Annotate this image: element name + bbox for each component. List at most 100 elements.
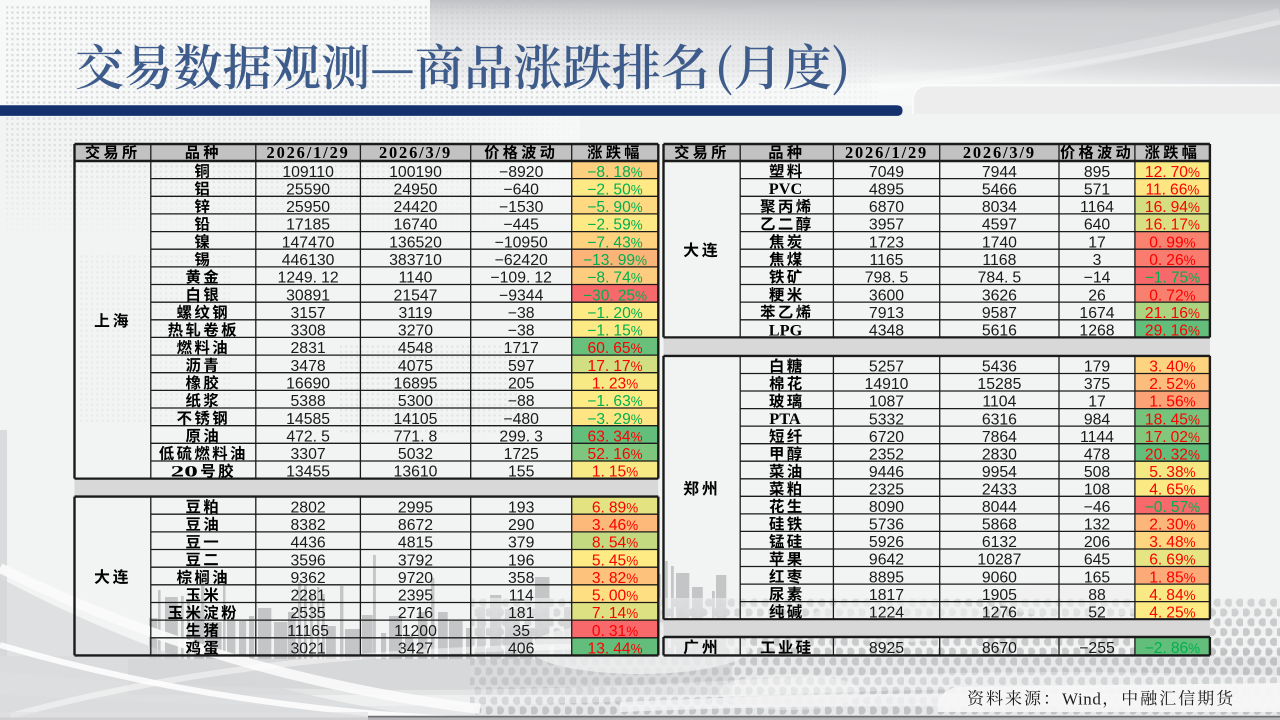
svg-text:24950: 24950	[394, 181, 438, 198]
svg-text:−10950: −10950	[495, 234, 548, 251]
svg-text:5436: 5436	[982, 359, 1017, 376]
svg-text:PVC: PVC	[769, 179, 802, 198]
svg-text:2716: 2716	[398, 605, 433, 622]
svg-text:−255: −255	[1079, 640, 1115, 657]
svg-text:4597: 4597	[982, 217, 1017, 234]
svg-text:3596: 3596	[291, 552, 326, 569]
svg-text:181: 181	[508, 605, 535, 622]
svg-text:18.45%: 18. 45%	[1145, 411, 1200, 428]
svg-text:571: 571	[1084, 181, 1111, 198]
svg-text:−2.50%: −2. 50%	[587, 181, 642, 198]
svg-text:3626: 3626	[982, 287, 1017, 304]
svg-text:15285: 15285	[977, 376, 1021, 393]
svg-text:24420: 24420	[394, 199, 438, 216]
svg-text:16740: 16740	[394, 217, 438, 234]
svg-text:−1.63%: −1. 63%	[587, 393, 642, 410]
svg-text:1144: 1144	[1080, 429, 1114, 446]
svg-text:206: 206	[1084, 534, 1111, 551]
svg-text:1723: 1723	[869, 234, 904, 251]
svg-text:1104: 1104	[982, 394, 1016, 411]
svg-text:−1.20%: −1. 20%	[587, 305, 642, 322]
svg-text:984: 984	[1084, 411, 1111, 428]
svg-text:−480: −480	[503, 411, 539, 428]
svg-text:30891: 30891	[286, 287, 330, 304]
svg-text:5736: 5736	[869, 517, 904, 534]
svg-text:2535: 2535	[291, 605, 326, 622]
svg-text:25950: 25950	[286, 199, 330, 216]
svg-text:2026/1/29: 2026/1/29	[845, 143, 928, 162]
svg-text:193: 193	[508, 499, 535, 516]
svg-text:2395: 2395	[398, 588, 433, 605]
svg-text:−1.75%: −1. 75%	[1145, 270, 1200, 287]
svg-text:2.30%: 2. 30%	[1149, 517, 1195, 534]
svg-text:6870: 6870	[869, 199, 904, 216]
svg-text:−8.74%: −8. 74%	[587, 270, 642, 287]
svg-text:5032: 5032	[398, 446, 433, 463]
svg-text:9362: 9362	[291, 570, 326, 587]
svg-text:2830: 2830	[982, 446, 1017, 463]
svg-text:1224: 1224	[869, 604, 904, 621]
svg-text:0.26%: 0. 26%	[1149, 252, 1195, 269]
svg-text:3119: 3119	[399, 305, 433, 322]
svg-text:8382: 8382	[291, 517, 326, 534]
svg-text:147470: 147470	[282, 234, 335, 251]
svg-text:−0.57%: −0. 57%	[1145, 499, 1200, 516]
svg-text:1268: 1268	[1079, 323, 1114, 340]
svg-text:4.65%: 4. 65%	[1149, 482, 1195, 499]
svg-text:5.38%: 5. 38%	[1149, 464, 1195, 481]
svg-text:1249.12: 1249. 12	[278, 270, 339, 287]
svg-text:52: 52	[1088, 604, 1106, 621]
svg-text:26: 26	[1088, 287, 1106, 304]
svg-text:1168: 1168	[982, 252, 1016, 269]
svg-text:6.69%: 6. 69%	[1149, 552, 1195, 569]
svg-text:9060: 9060	[982, 569, 1017, 586]
svg-text:2026/3/9: 2026/3/9	[963, 143, 1036, 162]
svg-text:3.82%: 3. 82%	[592, 570, 638, 587]
svg-text:−109.12: −109. 12	[490, 270, 552, 287]
svg-text:11200: 11200	[394, 623, 437, 640]
svg-text:17185: 17185	[286, 217, 330, 234]
svg-text:136520: 136520	[389, 234, 442, 251]
svg-text:17: 17	[1088, 394, 1106, 411]
svg-text:9954: 9954	[982, 464, 1017, 481]
svg-text:−640: −640	[503, 181, 539, 198]
svg-text:9642: 9642	[869, 552, 904, 569]
svg-text:472.5: 472. 5	[286, 428, 330, 445]
svg-text:8090: 8090	[869, 499, 904, 516]
svg-text:60.65%: 60. 65%	[588, 340, 643, 357]
svg-text:5388: 5388	[291, 393, 326, 410]
svg-text:21.16%: 21. 16%	[1145, 305, 1200, 322]
svg-text:8.54%: 8. 54%	[592, 535, 638, 552]
svg-text:7049: 7049	[869, 164, 904, 181]
svg-text:13.44%: 13. 44%	[588, 641, 643, 658]
svg-text:597: 597	[508, 358, 534, 375]
svg-text:406: 406	[508, 641, 535, 658]
svg-text:16.94%: 16. 94%	[1145, 199, 1200, 216]
svg-text:20.32%: 20. 32%	[1145, 446, 1200, 463]
svg-text:478: 478	[1084, 446, 1111, 463]
svg-text:−38: −38	[508, 305, 535, 322]
svg-text:−1.15%: −1. 15%	[587, 323, 642, 340]
svg-text:2026/3/9: 2026/3/9	[379, 143, 452, 162]
svg-text:−8920: −8920	[499, 164, 544, 181]
svg-text:784.5: 784. 5	[978, 270, 1022, 287]
svg-text:11.66%: 11. 66%	[1145, 181, 1199, 198]
svg-text:108: 108	[1084, 482, 1111, 499]
svg-text:3: 3	[1093, 252, 1102, 269]
svg-text:3157: 3157	[291, 305, 326, 322]
svg-text:798.5: 798. 5	[865, 270, 909, 287]
svg-text:299.3: 299. 3	[499, 428, 543, 445]
svg-text:10287: 10287	[977, 552, 1021, 569]
svg-text:5332: 5332	[869, 411, 904, 428]
svg-text:−14: −14	[1084, 270, 1111, 287]
svg-text:6316: 6316	[982, 411, 1017, 428]
svg-text:7864: 7864	[982, 429, 1017, 446]
svg-text:4895: 4895	[869, 181, 904, 198]
svg-text:8925: 8925	[869, 640, 904, 657]
svg-text:4.84%: 4. 84%	[1149, 587, 1195, 604]
svg-text:6720: 6720	[869, 429, 904, 446]
svg-text:3.40%: 3. 40%	[1149, 359, 1195, 376]
svg-text:1140: 1140	[399, 270, 433, 287]
svg-text:1725: 1725	[504, 446, 539, 463]
svg-text:8670: 8670	[982, 640, 1017, 657]
